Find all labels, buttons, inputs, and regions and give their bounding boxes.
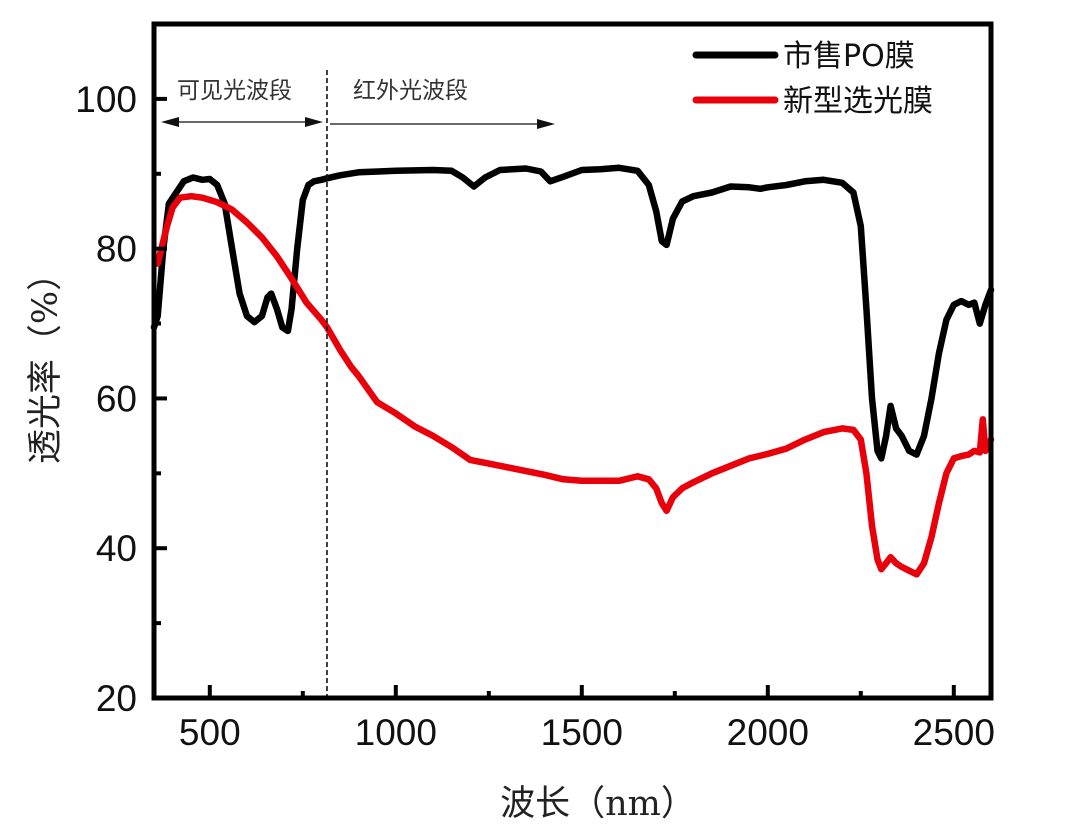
x-tick-label: 1500 bbox=[541, 712, 623, 753]
legend-label-new-film: 新型选光膜 bbox=[783, 84, 933, 119]
series-layer bbox=[150, 164, 995, 578]
y-tick-label: 100 bbox=[75, 79, 137, 120]
ir-band-label: 红外光波段 bbox=[353, 78, 468, 104]
x-tick-label: 2000 bbox=[727, 712, 809, 753]
x-axis-title: 波长（nm） bbox=[500, 784, 696, 824]
legend: 市售PO膜 新型选光膜 bbox=[692, 39, 933, 119]
visible-band-arrowhead-left bbox=[161, 117, 179, 127]
y-tick-label: 80 bbox=[96, 229, 137, 270]
axis-layer: 500 1000 1500 2000 2500 20 40 60 80 100 bbox=[75, 21, 995, 753]
plot-frame bbox=[151, 21, 994, 701]
y-tick-label: 20 bbox=[96, 678, 137, 719]
visible-band-arrowhead-right bbox=[304, 117, 323, 127]
y-tick-label: 40 bbox=[96, 528, 137, 569]
y-axis-title: 透光率（%） bbox=[26, 256, 66, 464]
x-tick-label: 1000 bbox=[355, 712, 437, 753]
legend-label-po-film: 市售PO膜 bbox=[783, 39, 915, 74]
x-tick-label: 2500 bbox=[913, 712, 995, 753]
x-tick-label: 500 bbox=[179, 712, 241, 753]
series-line-1 bbox=[154, 192, 995, 578]
annotation-layer: 可见光波段 红外光波段 bbox=[161, 70, 556, 698]
ir-band-arrowhead-right bbox=[537, 119, 556, 129]
series-line-0 bbox=[150, 164, 995, 462]
visible-band-label: 可见光波段 bbox=[177, 78, 292, 104]
y-tick-label: 60 bbox=[96, 378, 137, 419]
